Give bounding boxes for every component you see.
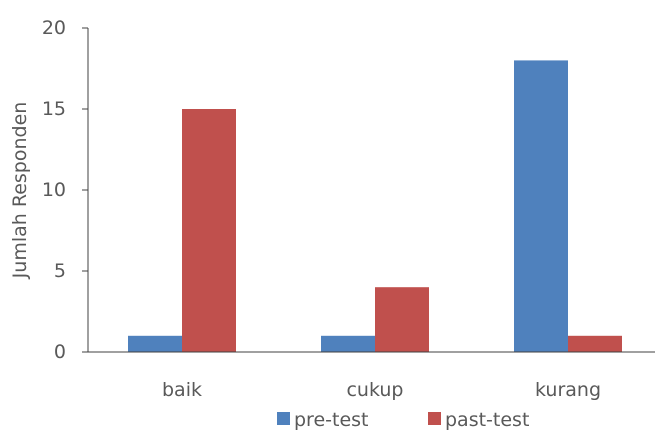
legend-swatch [428,412,441,425]
y-tick-label: 20 [42,17,66,39]
x-axis-labels: baik cukup kurang [162,379,601,401]
y-tick-label: 0 [54,341,66,363]
bar-past-test-kurang [568,335,622,352]
x-tick-label: cukup [346,379,403,401]
bar-pre-test-baik [128,335,182,352]
bar-pre-test-kurang [514,60,568,353]
y-tick-label: 10 [42,179,66,201]
y-tick-label: 15 [42,98,66,120]
x-tick-label: kurang [535,379,601,401]
bar-pre-test-cukup [321,335,375,352]
y-axis-ticks: 0 5 10 15 20 [42,17,88,363]
legend-label: pre-test [294,409,369,431]
bars-group [128,60,622,353]
bar-past-test-cukup [375,287,429,352]
axes [87,28,655,353]
x-tick-label: baik [162,379,202,401]
legend-swatch [277,412,290,425]
legend: pre-test past-test [277,409,529,431]
legend-label: past-test [445,409,529,431]
y-axis-title: Jumlah Responden [9,102,31,280]
y-tick-label: 5 [54,260,66,282]
bar-past-test-baik [182,109,236,352]
